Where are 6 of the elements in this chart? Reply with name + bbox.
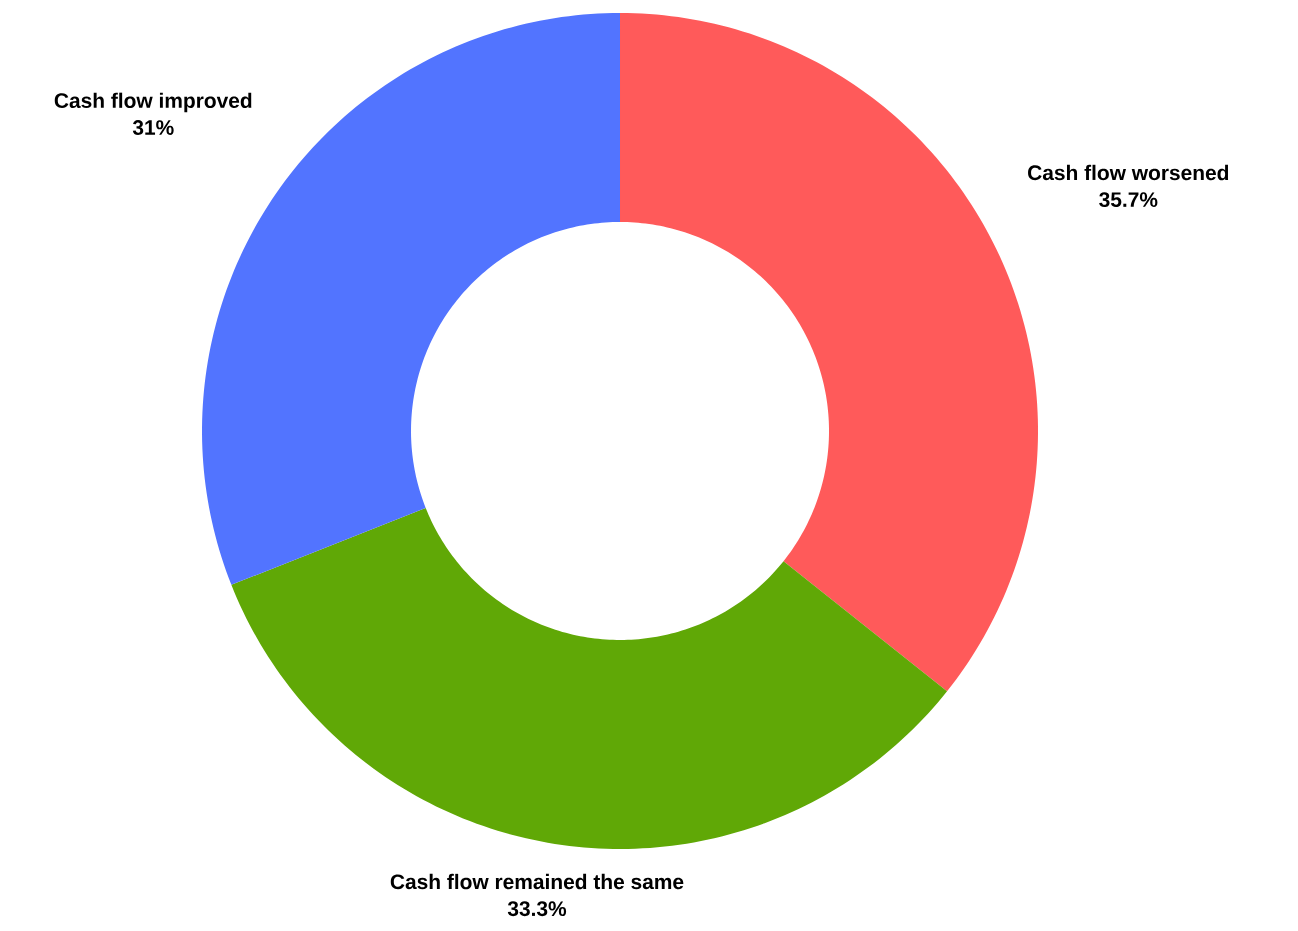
slice-label: Cash flow worsened [1028,164,1229,181]
data-label: 33.3% [507,901,567,917]
data-label: 31% [132,120,174,135]
slice-label: Cash flow improved [54,92,252,113]
slice-label: Cash flow remained the same [390,873,684,890]
data-label: 35.7% [1099,192,1158,208]
